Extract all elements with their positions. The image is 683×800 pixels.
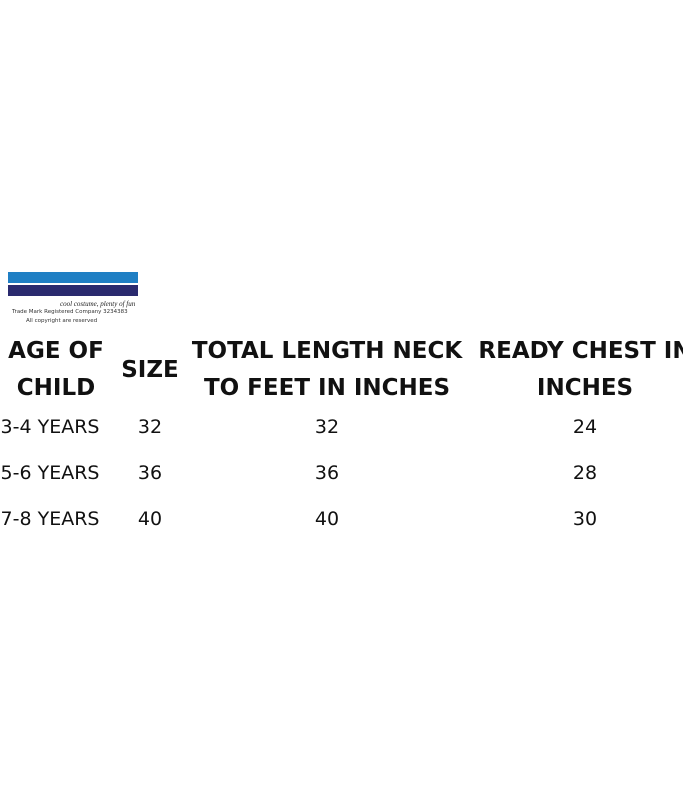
table-cell: 30 <box>572 508 598 530</box>
header-size: SIZE <box>121 357 179 383</box>
copyright-text: All copyright are reserved <box>26 318 98 324</box>
trademark-text: Trade Mark Registered Company 3234383 <box>12 309 128 315</box>
header-length: TOTAL LENGTH NECK TO FEET IN INCHES <box>191 338 463 401</box>
table-cell: 5-6 YEARS <box>0 462 100 484</box>
kfd-logo <box>8 272 138 296</box>
header-chest: READY CHEST IN INCHES <box>478 338 683 401</box>
header-age: AGE OF CHILD <box>8 338 104 401</box>
table-cell: 24 <box>572 416 598 438</box>
table-cell: 36 <box>314 462 340 484</box>
table-cell: 28 <box>572 462 598 484</box>
table-cell: 40 <box>314 508 340 530</box>
table-cell: 32 <box>314 416 340 438</box>
table-cell: 32 <box>137 416 163 438</box>
table-cell: 3-4 YEARS <box>0 416 100 438</box>
table-cell: 7-8 YEARS <box>0 508 100 530</box>
table-cell: 40 <box>137 508 163 530</box>
table-cell: 36 <box>137 462 163 484</box>
logo-tagline: cool costume, plenty of fun <box>60 300 136 308</box>
